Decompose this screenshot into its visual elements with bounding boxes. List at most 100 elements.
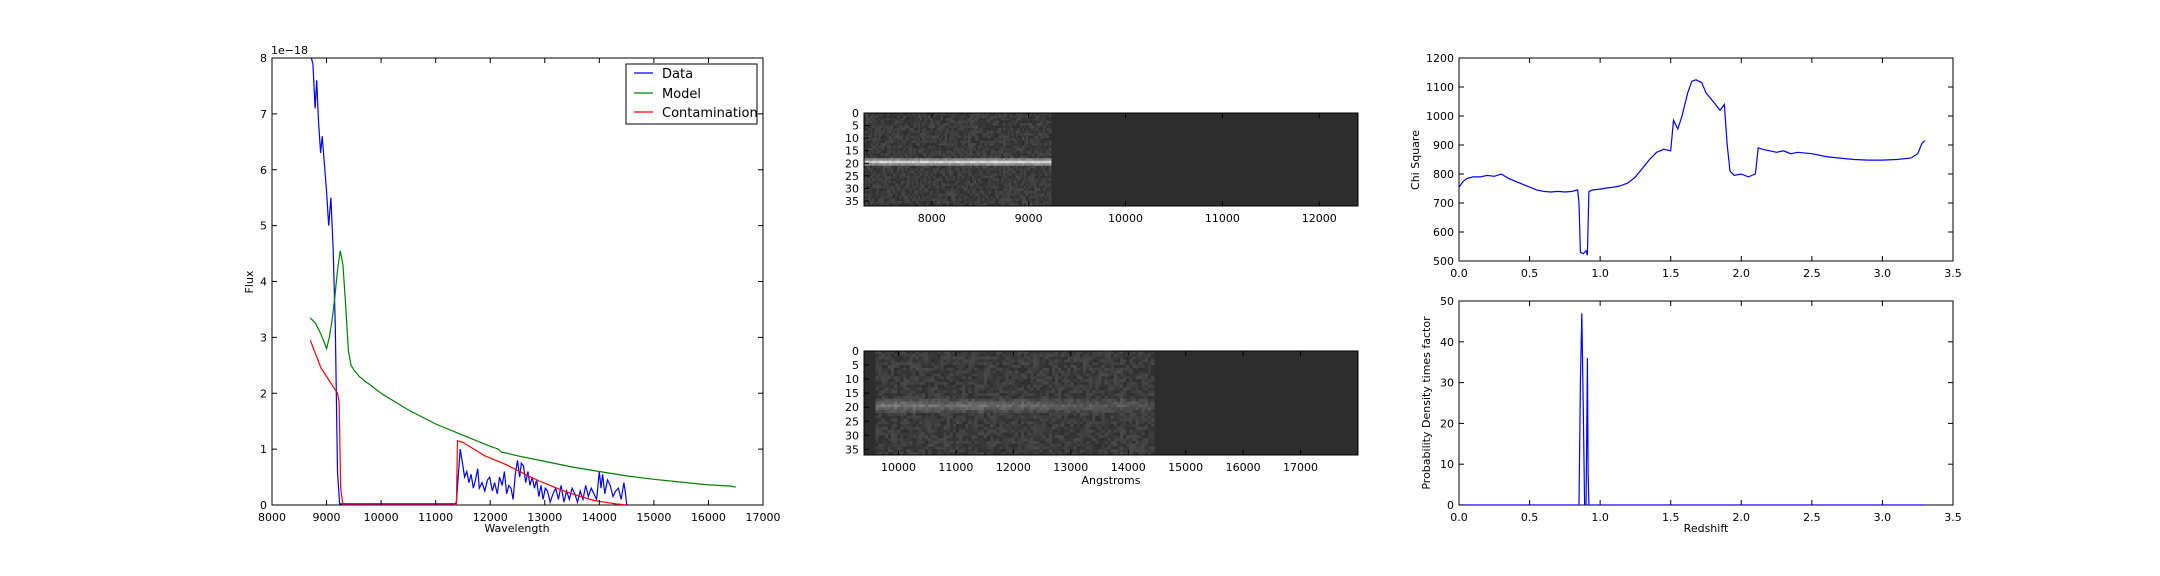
pixel bbox=[986, 373, 991, 377]
pixel bbox=[999, 198, 1002, 202]
pixel bbox=[931, 387, 935, 391]
pixel bbox=[965, 381, 969, 386]
pixel bbox=[1061, 367, 1065, 372]
pixel bbox=[1085, 373, 1090, 377]
pixel bbox=[953, 165, 956, 169]
pixel bbox=[1046, 190, 1050, 194]
pixel bbox=[1014, 373, 1019, 377]
pixel bbox=[866, 138, 869, 142]
pixel bbox=[891, 175, 894, 179]
pixel bbox=[891, 203, 894, 207]
pixel bbox=[946, 359, 951, 363]
pixel bbox=[978, 173, 981, 177]
pixel bbox=[1046, 140, 1050, 144]
pixel bbox=[1028, 115, 1031, 119]
pixel bbox=[1107, 381, 1112, 386]
pixel bbox=[928, 398, 932, 403]
pixel bbox=[949, 143, 952, 147]
pixel bbox=[924, 173, 927, 177]
pixel bbox=[1019, 123, 1023, 127]
pixel bbox=[1005, 351, 1010, 355]
pixel bbox=[957, 168, 961, 172]
pixel bbox=[1116, 393, 1121, 397]
pixel bbox=[884, 387, 889, 391]
pixel bbox=[868, 183, 871, 187]
pixel bbox=[969, 168, 973, 172]
pixel bbox=[868, 135, 871, 139]
pixel bbox=[1014, 353, 1019, 358]
pixel bbox=[890, 353, 895, 358]
pixel bbox=[868, 203, 871, 207]
pixel bbox=[918, 200, 921, 204]
spectrum-2d-bottom-image bbox=[875, 351, 1155, 456]
pixel bbox=[1044, 120, 1048, 124]
pixel bbox=[1040, 133, 1044, 137]
pixel bbox=[884, 118, 888, 122]
pixel bbox=[943, 373, 948, 377]
pixel bbox=[905, 170, 909, 174]
pixel bbox=[907, 125, 911, 129]
pixel bbox=[999, 390, 1003, 394]
pixel bbox=[1019, 158, 1023, 162]
pixel bbox=[897, 168, 900, 172]
pixel bbox=[965, 170, 969, 174]
pixel bbox=[947, 203, 950, 207]
pixel bbox=[986, 173, 990, 177]
pixel bbox=[874, 198, 877, 202]
pixel bbox=[990, 387, 994, 391]
pixel bbox=[1141, 376, 1146, 380]
pixel bbox=[1129, 390, 1133, 394]
pixel bbox=[911, 135, 915, 139]
pixel bbox=[994, 158, 998, 162]
pixel bbox=[876, 198, 880, 202]
pixel bbox=[1032, 148, 1035, 152]
pixel bbox=[1048, 359, 1053, 363]
pixel bbox=[882, 183, 886, 187]
pixel bbox=[1036, 175, 1039, 179]
pixel bbox=[930, 178, 934, 182]
pixel bbox=[949, 123, 952, 127]
pixel bbox=[870, 138, 873, 142]
pixel bbox=[974, 180, 977, 184]
pixel bbox=[982, 135, 985, 139]
pixel bbox=[980, 155, 983, 159]
pixel bbox=[1036, 145, 1039, 149]
pixel bbox=[884, 168, 888, 172]
pixel bbox=[1040, 193, 1044, 197]
pixel bbox=[899, 188, 902, 192]
pixel bbox=[924, 148, 927, 152]
pixel bbox=[983, 384, 988, 389]
pixel bbox=[924, 183, 927, 187]
pixel bbox=[876, 173, 880, 177]
pixel bbox=[965, 390, 969, 394]
pixel bbox=[1040, 170, 1044, 174]
pixel bbox=[969, 165, 973, 169]
pixel bbox=[866, 195, 869, 199]
pixel bbox=[884, 155, 888, 159]
pixel bbox=[878, 381, 883, 386]
pixel bbox=[920, 143, 923, 147]
pixel bbox=[968, 362, 972, 366]
pixel bbox=[972, 120, 975, 124]
pixel bbox=[1076, 367, 1081, 372]
pixel bbox=[1013, 150, 1017, 154]
pixel bbox=[1026, 133, 1029, 137]
pixel bbox=[947, 165, 950, 169]
pixel bbox=[1001, 168, 1004, 172]
pixel bbox=[913, 170, 917, 174]
pixel bbox=[967, 123, 971, 127]
pixel bbox=[988, 125, 992, 129]
pixel bbox=[955, 373, 960, 377]
pixel bbox=[967, 118, 971, 122]
pixel bbox=[938, 113, 942, 117]
pixel bbox=[884, 395, 889, 400]
pixel bbox=[894, 362, 898, 366]
pixel bbox=[969, 198, 973, 202]
pixel bbox=[974, 135, 977, 139]
pixel bbox=[986, 145, 990, 149]
pixel bbox=[891, 123, 894, 127]
pixel bbox=[934, 387, 938, 391]
pixel bbox=[1107, 351, 1112, 355]
pixel bbox=[903, 150, 907, 154]
pixel bbox=[978, 148, 981, 152]
